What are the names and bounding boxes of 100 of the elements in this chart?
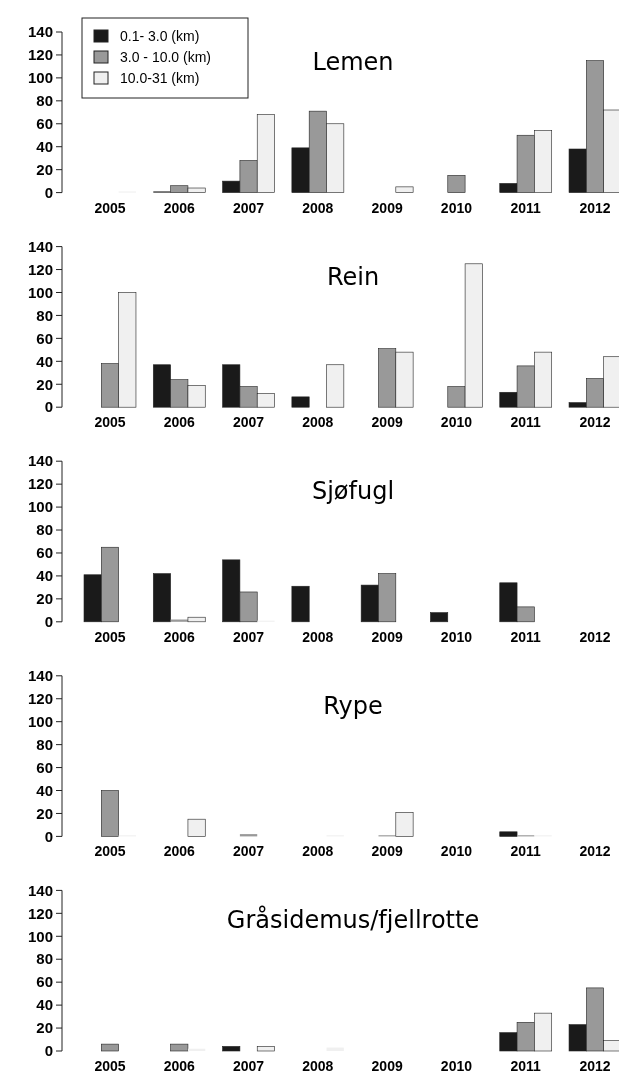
y-tick-label: 60 (36, 115, 53, 133)
x-tick-label: 2005 (94, 199, 126, 216)
x-tick-label: 2011 (510, 199, 542, 216)
bar (447, 175, 466, 193)
x-tick-label: 2006 (163, 843, 196, 860)
x-tick-label: 2008 (302, 843, 334, 860)
bar (101, 1043, 119, 1052)
bar (187, 616, 206, 623)
bar (326, 364, 345, 408)
x-tick-label: 2006 (163, 628, 196, 645)
y-tick-label: 60 (36, 329, 53, 347)
y-tick-label: 0 (44, 183, 53, 201)
bar (187, 818, 206, 837)
x-tick-label: 2008 (302, 199, 334, 216)
y-tick-label: 120 (27, 475, 53, 493)
y-tick-label: 80 (36, 306, 53, 324)
x-tick-label: 2007 (232, 628, 265, 645)
x-tick-label: 2005 (94, 843, 126, 860)
y-tick-label: 0 (44, 1042, 53, 1060)
y-tick-label: 120 (27, 904, 53, 922)
y-tick-label: 40 (36, 996, 53, 1014)
x-tick-label: 2009 (371, 628, 403, 645)
y-tick-label: 100 (27, 498, 53, 516)
x-tick-label: 2008 (302, 628, 334, 645)
bar (395, 812, 414, 837)
text: Rein (326, 262, 380, 291)
y-tick-label: 20 (36, 160, 53, 178)
x-tick-label: 2012 (579, 1058, 611, 1073)
x-tick-label: 2010 (440, 843, 473, 860)
y-tick-label: 80 (36, 735, 53, 753)
y-tick-label: 20 (36, 375, 53, 393)
x-tick-label: 2006 (163, 1058, 196, 1073)
x-tick-label: 2010 (440, 628, 473, 645)
x-tick-label: 2008 (302, 414, 334, 431)
text: Gråsidemus/fjellrotte (226, 905, 480, 935)
x-tick-label: 2009 (371, 414, 403, 431)
y-tick-label: 120 (27, 260, 53, 278)
x-tick-label: 2009 (371, 199, 403, 216)
bar (152, 573, 171, 623)
x-tick-label: 2005 (94, 1058, 126, 1073)
y-tick-label: 40 (36, 567, 53, 585)
x-tick-label: 2010 (440, 1058, 473, 1073)
bar (395, 186, 414, 193)
y-tick-label: 100 (27, 283, 53, 301)
y-tick-label: 140 (27, 881, 53, 899)
x-tick-label: 2010 (440, 199, 473, 216)
y-tick-label: 40 (36, 137, 53, 155)
text: Rype (323, 691, 383, 720)
x-tick-label: 2005 (94, 628, 126, 645)
bar (101, 790, 119, 837)
bar (291, 396, 310, 408)
x-tick-label: 2005 (94, 414, 126, 431)
y-tick-label: 80 (36, 92, 53, 110)
bar (222, 1046, 241, 1052)
legend-label: 0.1- 3.0 (km) (120, 27, 200, 44)
x-tick-label: 2007 (232, 199, 265, 216)
bar (430, 612, 449, 623)
x-tick-label: 2011 (510, 1058, 542, 1073)
bar (499, 831, 518, 837)
y-tick-label: 100 (27, 712, 53, 730)
x-tick-label: 2007 (232, 843, 265, 860)
x-tick-label: 2012 (579, 414, 611, 431)
x-tick-label: 2006 (163, 414, 196, 431)
y-tick-label: 100 (27, 927, 53, 945)
y-tick-label: 120 (27, 689, 53, 707)
text: Sjøfugl (311, 477, 395, 506)
x-tick-label: 2006 (163, 199, 196, 216)
y-tick-label: 40 (36, 352, 53, 370)
text: Lemen (312, 48, 394, 76)
x-tick-label: 2011 (510, 843, 542, 860)
x-tick-label: 2008 (302, 1058, 334, 1073)
x-tick-label: 2012 (579, 628, 611, 645)
y-tick-label: 140 (27, 667, 53, 685)
y-tick-label: 60 (36, 973, 53, 991)
y-tick-label: 60 (36, 544, 53, 562)
bar (291, 585, 310, 623)
x-tick-label: 2007 (232, 1058, 265, 1073)
y-tick-label: 20 (36, 590, 53, 608)
legend-label: 10.0-31 (km) (120, 69, 200, 86)
y-tick-label: 20 (36, 804, 53, 822)
y-tick-label: 100 (27, 69, 53, 87)
x-tick-label: 2010 (440, 414, 473, 431)
y-tick-label: 80 (36, 950, 53, 968)
x-tick-label: 2012 (579, 843, 611, 860)
y-tick-label: 60 (36, 758, 53, 776)
legend-label: 3.0 - 10.0 (km) (120, 48, 212, 65)
y-tick-label: 20 (36, 1019, 53, 1037)
y-tick-label: 0 (44, 613, 53, 631)
x-tick-label: 2007 (232, 414, 265, 431)
y-tick-label: 140 (27, 237, 53, 255)
y-tick-label: 140 (27, 452, 53, 470)
x-tick-label: 2011 (510, 628, 542, 645)
x-tick-label: 2012 (579, 199, 611, 216)
x-tick-label: 2011 (510, 414, 542, 431)
y-tick-label: 80 (36, 521, 53, 539)
y-tick-label: 0 (44, 398, 53, 416)
y-tick-label: 120 (27, 46, 53, 64)
x-tick-label: 2009 (371, 1058, 403, 1073)
y-tick-label: 0 (44, 827, 53, 845)
y-tick-label: 40 (36, 781, 53, 799)
